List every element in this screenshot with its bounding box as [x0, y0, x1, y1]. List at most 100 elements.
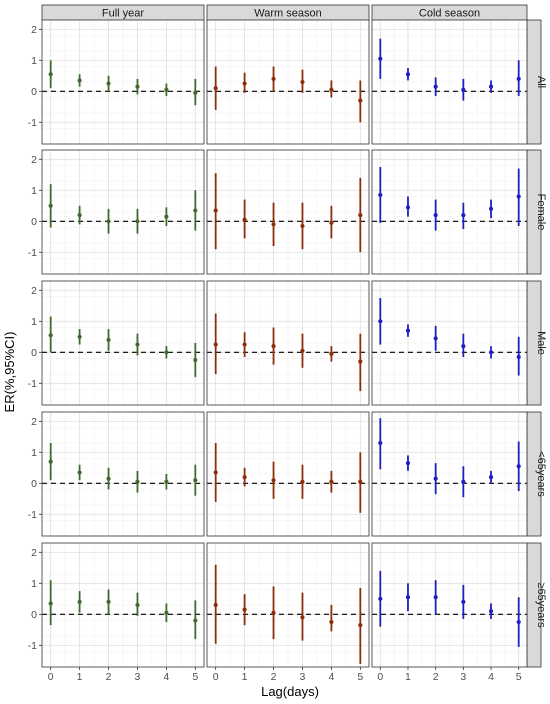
estimate-point [164, 214, 169, 219]
estimate-point [106, 219, 111, 224]
estimate-point [106, 337, 111, 342]
y-tick-label: 1 [31, 578, 37, 590]
facet-panel [41, 19, 205, 145]
estimate-point [300, 223, 305, 229]
x-tick-label: 0 [213, 671, 219, 683]
estimate-point [516, 619, 521, 625]
estimate-point [135, 219, 140, 224]
estimate-point [405, 595, 411, 600]
estimate-point [271, 344, 276, 349]
panel-border [206, 280, 370, 406]
estimate-point [358, 213, 363, 218]
estimate-point [242, 81, 247, 86]
x-tick-label: 0 [377, 671, 383, 683]
estimate-point [300, 479, 305, 484]
estimate-point [461, 479, 466, 484]
x-tick-label: 2 [271, 671, 277, 683]
y-tick-label: -1 [28, 640, 37, 652]
estimate-point [77, 599, 82, 605]
y-tick-label: 0 [31, 478, 37, 490]
estimate-point [488, 206, 494, 211]
x-tick-label: 5 [192, 671, 198, 683]
estimate-point [271, 222, 276, 227]
estimate-point [329, 351, 334, 356]
estimate-point [77, 213, 82, 218]
estimate-point [77, 334, 82, 339]
panel-border [371, 19, 528, 145]
y-tick-label: -1 [28, 509, 37, 521]
estimate-point [488, 475, 494, 480]
y-tick-label: 0 [31, 86, 37, 98]
x-tick-label: 3 [460, 671, 466, 683]
estimate-point [135, 602, 140, 608]
facet-panels [41, 19, 528, 668]
x-tick-label: 0 [48, 671, 54, 683]
row-strip-label: All [535, 76, 547, 88]
estimate-point [378, 596, 383, 601]
estimate-point [193, 478, 198, 483]
panel-border [371, 542, 528, 668]
row-strip-label: Female [535, 194, 547, 231]
y-tick-label: -1 [28, 378, 37, 390]
facet-panel [206, 542, 370, 668]
y-tick-label: 1 [31, 447, 37, 459]
estimate-point [271, 610, 276, 615]
panel-border [41, 19, 205, 145]
estimate-point [48, 459, 53, 464]
estimate-point [358, 623, 363, 628]
facet-panel [41, 280, 205, 406]
estimate-point [516, 354, 521, 360]
x-tick-label: 1 [77, 671, 83, 683]
estimate-point [242, 607, 247, 612]
estimate-point [358, 98, 363, 103]
axes: -1 0 1 2 -1 0 1 2 -1 0 1 2 -1 0 1 2 -1 0 1 2 0 1 2 3 4 5 0 1 2 3 4 5 0 1 2… [28, 24, 522, 683]
facet-panel [206, 149, 370, 275]
estimate-point [213, 208, 218, 213]
panel-border [206, 19, 370, 145]
estimate-point [164, 350, 169, 355]
x-tick-label: 1 [405, 671, 411, 683]
estimate-point [48, 333, 53, 338]
estimate-point [433, 84, 438, 89]
estimate-point [358, 479, 363, 484]
estimate-point [135, 342, 140, 347]
facet-strips: Full year Warm season Cold season All Female… [41, 4, 547, 668]
y-tick-label: 2 [31, 24, 37, 36]
estimate-point [329, 87, 334, 92]
estimate-point [164, 87, 169, 92]
facet-panel [371, 149, 528, 275]
estimate-point [488, 84, 494, 89]
x-tick-label: 3 [135, 671, 141, 683]
estimate-point [193, 618, 198, 623]
y-tick-label: 1 [31, 316, 37, 328]
estimate-point [433, 213, 438, 218]
estimate-point [461, 87, 466, 92]
estimate-point [300, 348, 305, 353]
estimate-point [135, 84, 140, 89]
panel-border [206, 542, 370, 668]
facet-panel [41, 542, 205, 668]
estimate-point [77, 78, 82, 83]
y-axis-title: ER(%,95%CI) [2, 332, 17, 413]
estimate-point [358, 359, 363, 364]
estimate-point [378, 319, 383, 324]
estimate-point [242, 342, 247, 347]
estimate-point [405, 461, 411, 466]
y-tick-label: 0 [31, 216, 37, 228]
x-tick-label: 1 [242, 671, 248, 683]
y-tick-label: -1 [28, 117, 37, 129]
panel-border [41, 411, 205, 537]
facet-panel [206, 411, 370, 537]
estimate-point [193, 90, 198, 95]
row-strip-label: ≥65years [535, 582, 547, 628]
estimate-point [164, 610, 169, 615]
estimate-point [461, 213, 466, 218]
panel-border [41, 542, 205, 668]
estimate-point [329, 220, 334, 225]
estimate-point [271, 478, 276, 483]
estimate-point [378, 192, 383, 198]
estimate-point [213, 342, 218, 347]
estimate-point [213, 602, 218, 608]
y-tick-label: 2 [31, 416, 37, 428]
